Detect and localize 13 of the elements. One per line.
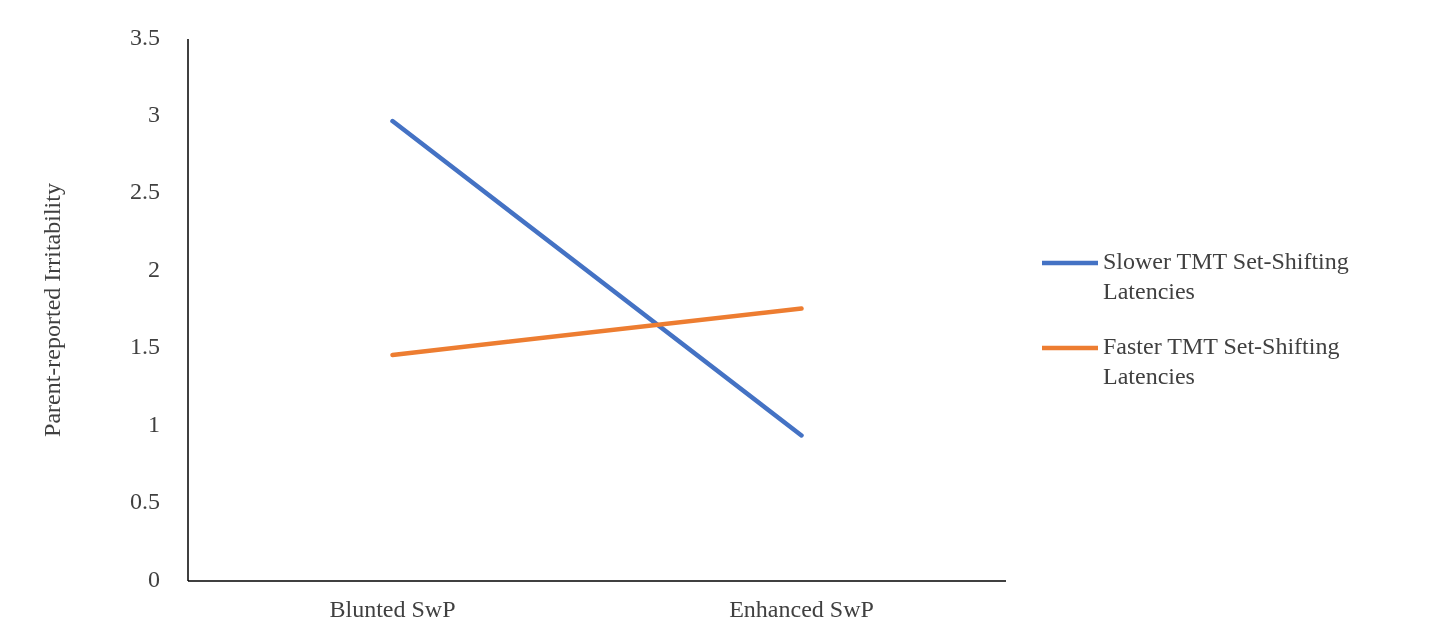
y-tick-label: 1 [148,410,160,437]
y-tick-label: 1.5 [130,333,160,360]
y-tick-label: 3.5 [130,23,160,50]
y-tick-label: 2 [148,255,160,282]
x-tick-label: Blunted SwP [329,596,456,622]
y-tick-label: 0.5 [130,488,160,515]
x-tick-label: Enhanced SwP [729,596,874,622]
y-tick-label: 3 [148,100,160,127]
y-tick-label: 0 [148,565,160,592]
y-tick-label: 2.5 [130,178,160,205]
legend-label: Faster TMT Set-Shifting Latencies [1103,332,1340,389]
legend-label: Slower TMT Set-Shifting Latencies [1103,247,1349,304]
y-axis-title: Parent-reported Irritability [39,183,65,437]
